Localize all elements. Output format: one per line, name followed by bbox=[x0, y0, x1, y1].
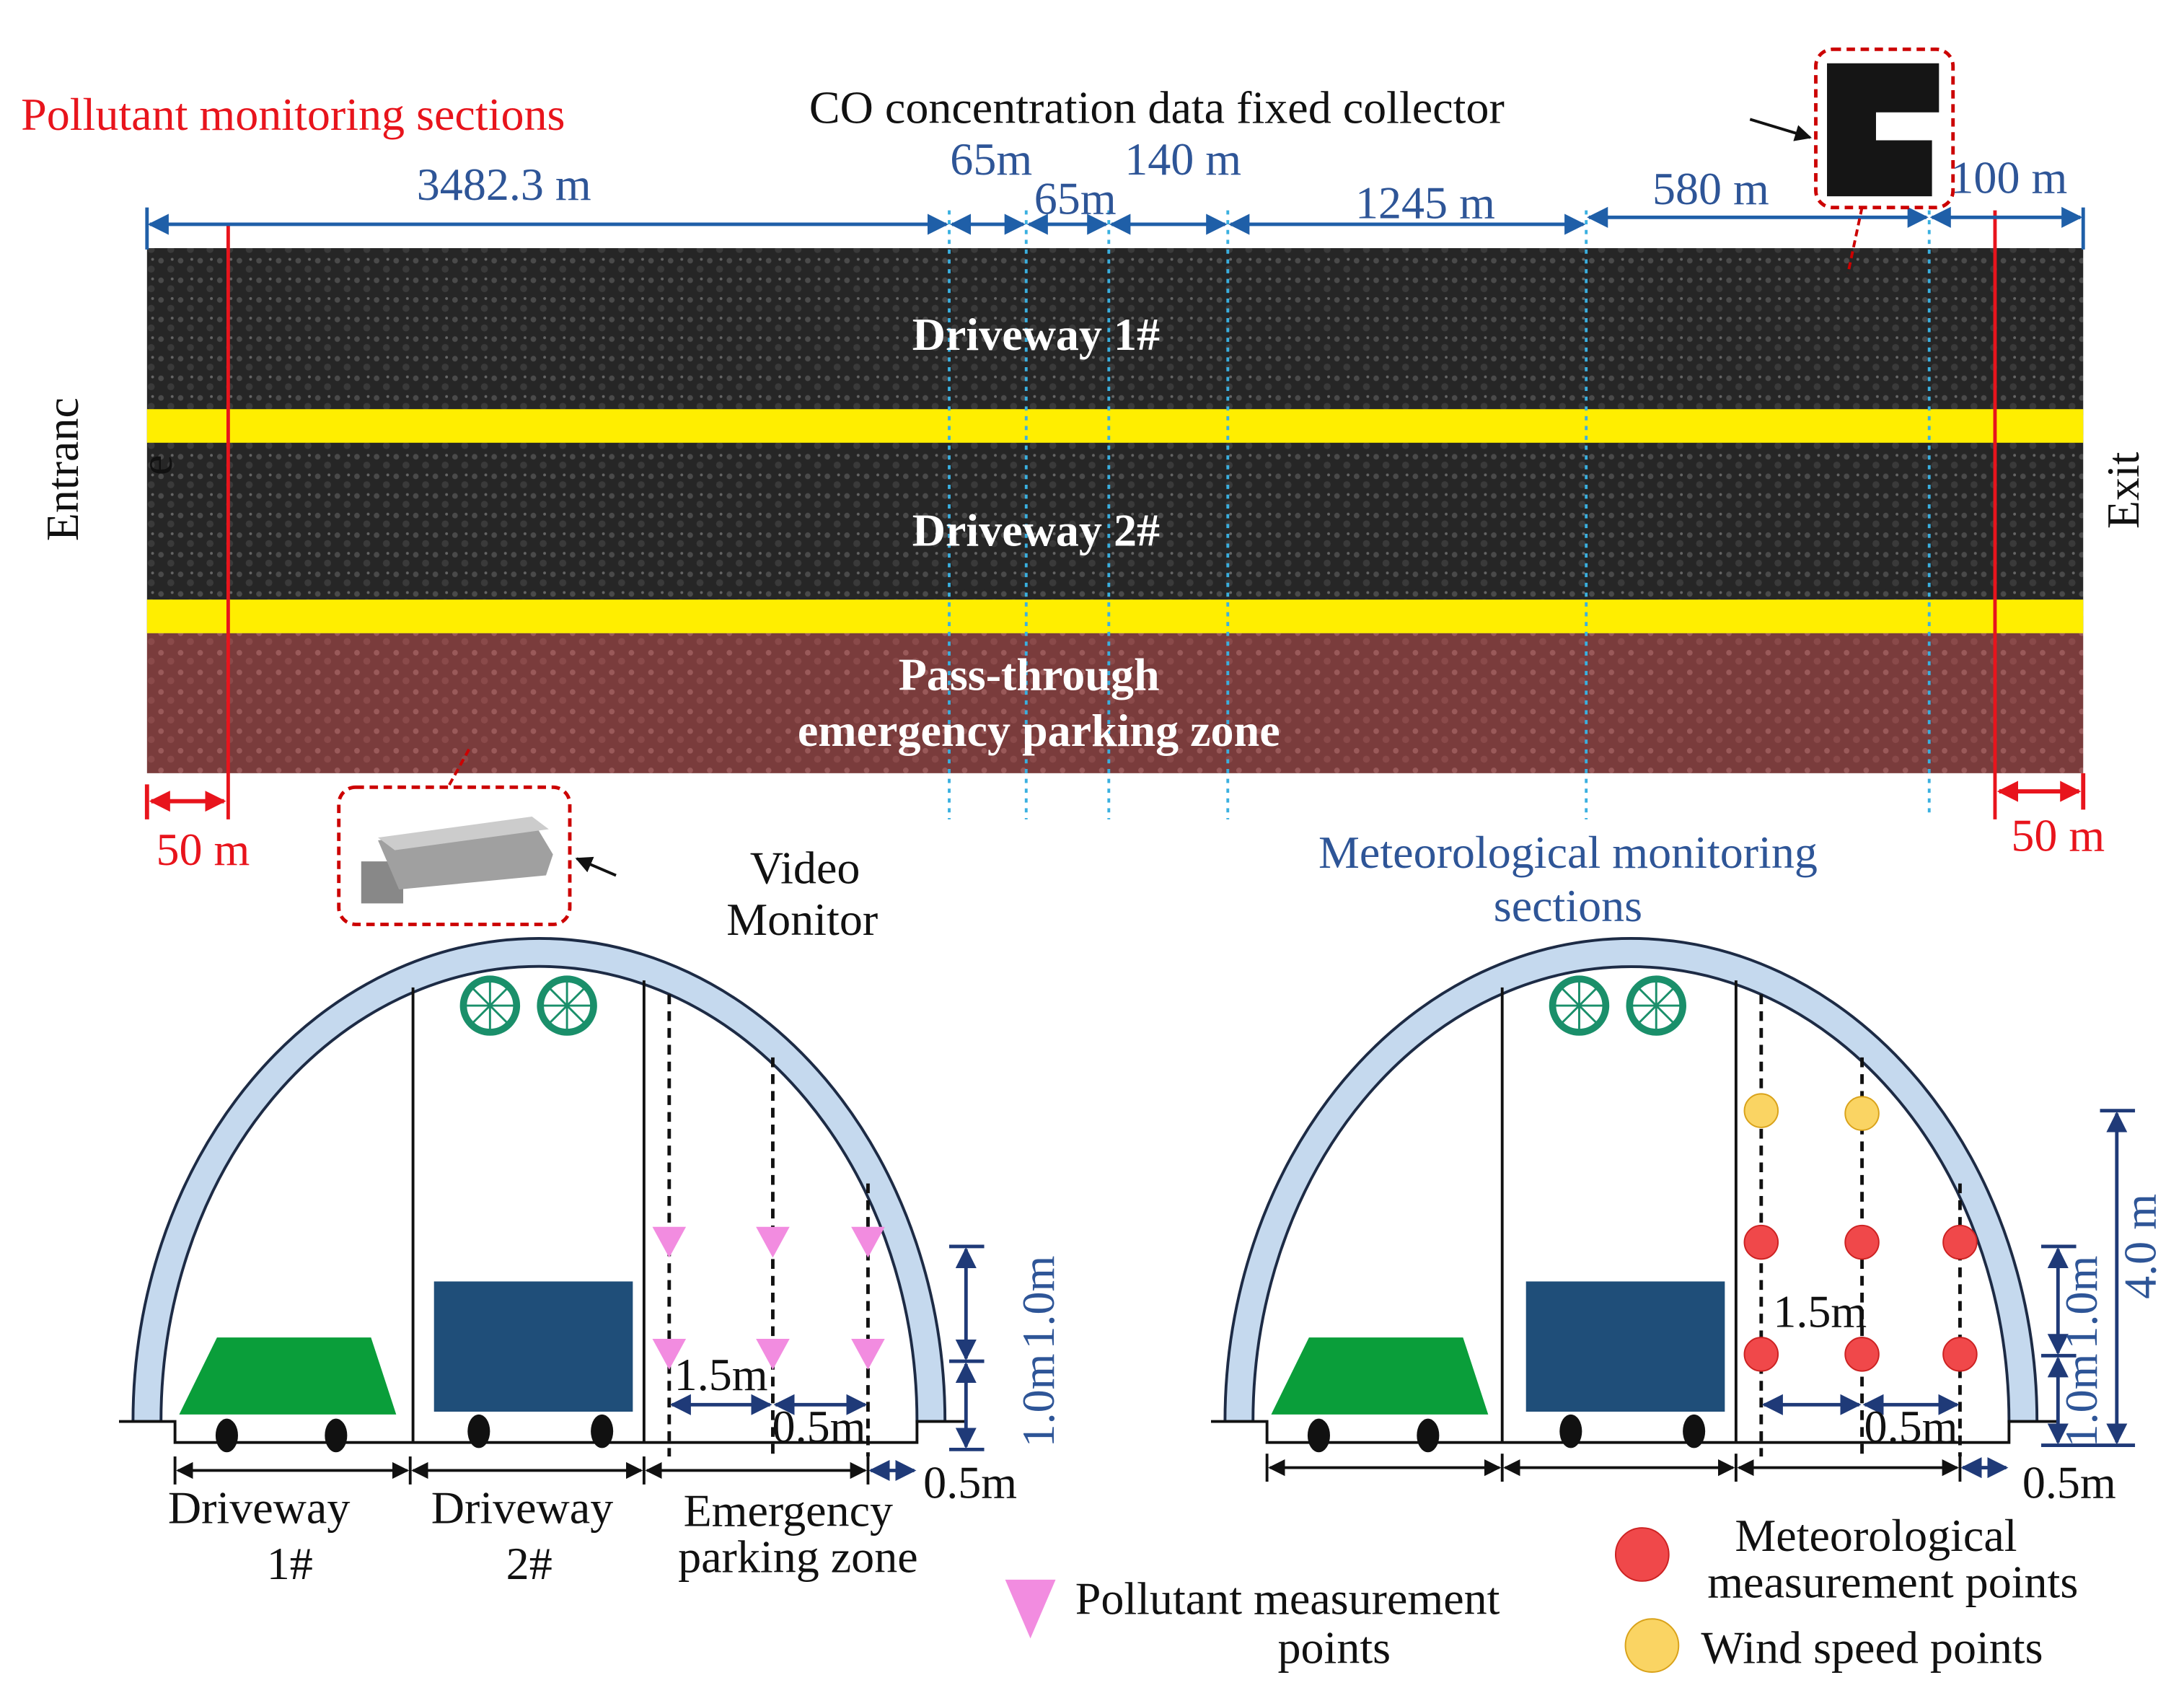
legend bbox=[1005, 1527, 1680, 1673]
distance: 580 m bbox=[1652, 163, 1769, 214]
legend-label: Wind speed points bbox=[1701, 1622, 2043, 1674]
zone-label: emergency parking zone bbox=[798, 705, 1280, 756]
lane-label: 2# bbox=[506, 1538, 552, 1589]
edge-arrows bbox=[144, 773, 2086, 819]
video-label: Monitor bbox=[726, 894, 878, 945]
lane-label: parking zone bbox=[678, 1531, 918, 1582]
dimension: 1.0m bbox=[1013, 1256, 1064, 1350]
dimension: 1.5m bbox=[1773, 1286, 1867, 1337]
distance: 65m bbox=[1034, 173, 1117, 224]
entrance-label: Entranc bbox=[37, 397, 88, 541]
legend-label: measurement points bbox=[1707, 1556, 2078, 1607]
entrance-label: e bbox=[131, 455, 182, 475]
dimension-arrows bbox=[145, 206, 2085, 250]
lane-line bbox=[146, 409, 2084, 443]
legend-label: points bbox=[1278, 1622, 1391, 1674]
lane-label: Driveway 2# bbox=[912, 505, 1160, 556]
legend-label: Pollutant measurement bbox=[1075, 1573, 1500, 1624]
legend-label: Meteorological bbox=[1735, 1510, 2017, 1561]
dimension: 1.0m bbox=[1013, 1353, 1064, 1447]
right-section bbox=[1210, 936, 2136, 1482]
section-lines bbox=[948, 210, 1931, 819]
lane-label: Driveway bbox=[168, 1482, 351, 1533]
lane-label: Emergency bbox=[684, 1485, 893, 1536]
edge-distance: 50 m bbox=[157, 824, 250, 875]
collector-device bbox=[1749, 47, 1955, 274]
road-plan bbox=[144, 206, 2086, 819]
distance: 3482.3 m bbox=[417, 159, 591, 210]
video-monitor bbox=[337, 748, 617, 926]
video-label: Video bbox=[750, 842, 860, 893]
dimension: 1.0m bbox=[2056, 1256, 2107, 1350]
distance: 100 m bbox=[1950, 151, 2067, 203]
dimension: 0.5m bbox=[772, 1401, 866, 1452]
exit-label: Exit bbox=[2097, 452, 2149, 529]
left-section bbox=[118, 936, 985, 1485]
lane-label: 1# bbox=[267, 1538, 313, 1589]
dimension: 0.5m bbox=[923, 1456, 1017, 1508]
lane-line bbox=[146, 599, 2084, 633]
lane-label: Driveway 1# bbox=[912, 309, 1160, 360]
edge-distance: 50 m bbox=[2011, 810, 2105, 861]
met-label: sections bbox=[1494, 880, 1642, 931]
dimension: 0.5m bbox=[2022, 1456, 2116, 1508]
zone-label: Pass-through bbox=[899, 649, 1160, 700]
distance: 65m bbox=[950, 133, 1032, 185]
section-title: Pollutant monitoring sections bbox=[21, 89, 565, 140]
dimension: 4.0 m bbox=[2114, 1194, 2165, 1299]
distance: 140 m bbox=[1124, 133, 1241, 185]
collector-label: CO concentration data fixed collector bbox=[809, 82, 1505, 133]
met-label: Meteorological monitoring bbox=[1318, 827, 1818, 878]
dimension: 0.5m bbox=[1864, 1401, 1958, 1452]
lane-label: Driveway bbox=[431, 1482, 614, 1533]
distance: 1245 m bbox=[1355, 177, 1495, 228]
dimension: 1.0m bbox=[2056, 1353, 2107, 1447]
dimension: 1.5m bbox=[674, 1349, 768, 1400]
